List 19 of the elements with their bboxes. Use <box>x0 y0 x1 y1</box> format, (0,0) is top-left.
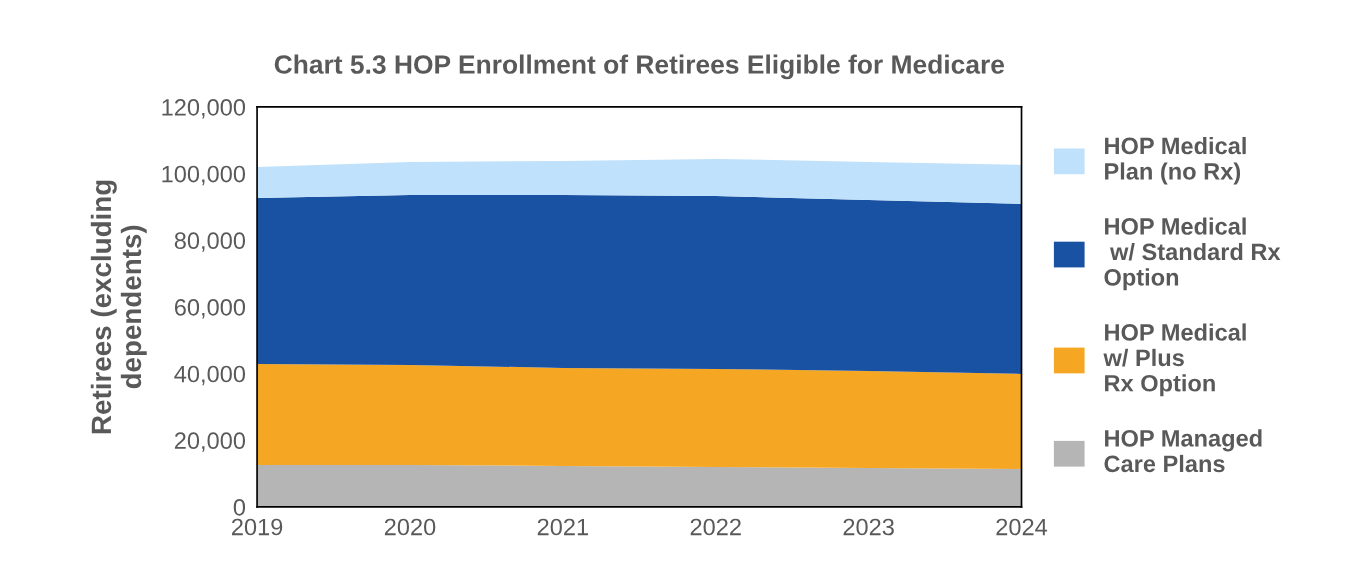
chart-title: Chart 5.3 HOP Enrollment of Retirees Eligible for Medicare <box>274 54 1005 80</box>
y-tick-label: 0 <box>233 498 246 516</box>
y-tick-label: 60,000 <box>174 298 246 319</box>
x-tick-label: 2024 <box>996 518 1048 536</box>
y-tick-label: 120,000 <box>162 99 246 119</box>
x-tick-label: 2021 <box>537 518 588 536</box>
legend-label: HOP Managed Care Plans <box>1104 429 1262 473</box>
legend-label: HOP Medical w/ Standard Rx Option <box>1104 217 1281 291</box>
x-tick-label: 2022 <box>690 518 741 536</box>
y-tick-label: 100,000 <box>162 165 246 186</box>
y-tick-label: 20,000 <box>174 432 246 452</box>
y-axis-title: Retirees (excluding dependents) <box>90 180 147 434</box>
x-tick-label: 2023 <box>843 518 894 536</box>
x-tick-label: 2020 <box>384 518 436 536</box>
legend-label: HOP Medical Plan (no Rx) <box>1105 136 1246 185</box>
y-tick-label: 80,000 <box>174 232 246 252</box>
legend-label: HOP Medical w/ Plus Rx Option <box>1103 323 1246 397</box>
y-tick-label: 40,000 <box>174 365 246 386</box>
x-tick-label: 2019 <box>232 518 283 536</box>
